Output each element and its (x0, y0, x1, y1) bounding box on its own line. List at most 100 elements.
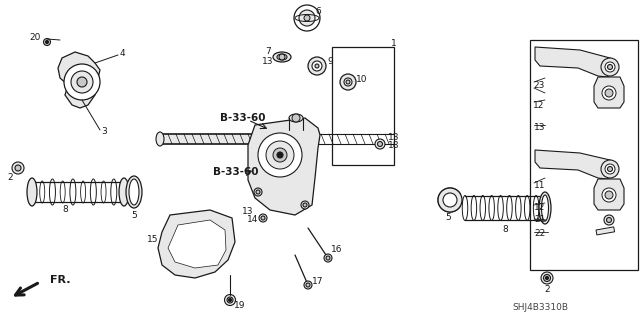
Circle shape (602, 86, 616, 100)
Text: FR.: FR. (50, 275, 70, 285)
Circle shape (294, 5, 320, 31)
Circle shape (607, 64, 612, 70)
Text: 14: 14 (246, 216, 258, 225)
Circle shape (12, 162, 24, 174)
Bar (332, 47, 394, 165)
Bar (530, 40, 638, 270)
Circle shape (292, 114, 300, 122)
Circle shape (541, 272, 553, 284)
Text: 2: 2 (544, 286, 550, 294)
Text: 16: 16 (332, 246, 343, 255)
Circle shape (259, 214, 267, 222)
Ellipse shape (273, 52, 291, 62)
Text: 21: 21 (534, 216, 545, 225)
Polygon shape (594, 179, 624, 210)
Polygon shape (594, 77, 624, 108)
Text: B-33-60: B-33-60 (213, 167, 259, 177)
Circle shape (605, 164, 615, 174)
Circle shape (601, 58, 619, 76)
Circle shape (605, 191, 613, 199)
Circle shape (438, 188, 462, 212)
Text: 12: 12 (534, 203, 545, 211)
Circle shape (601, 160, 619, 178)
Text: 20: 20 (29, 33, 41, 42)
Text: 10: 10 (356, 75, 368, 84)
Circle shape (277, 152, 283, 158)
Ellipse shape (539, 192, 551, 224)
Text: 19: 19 (234, 300, 246, 309)
Circle shape (227, 297, 233, 303)
Text: 13: 13 (534, 122, 545, 131)
Text: 23: 23 (533, 80, 545, 90)
Ellipse shape (277, 54, 287, 60)
Polygon shape (168, 220, 226, 268)
Circle shape (605, 62, 615, 72)
Circle shape (605, 89, 613, 97)
Text: B-33-60: B-33-60 (220, 113, 266, 123)
Text: 15: 15 (147, 235, 158, 244)
Circle shape (64, 64, 100, 100)
Text: 13: 13 (262, 56, 274, 65)
Ellipse shape (129, 179, 139, 205)
Circle shape (346, 80, 350, 84)
Circle shape (378, 142, 383, 146)
Text: 8: 8 (502, 226, 508, 234)
Circle shape (228, 299, 232, 301)
Circle shape (308, 57, 326, 75)
Polygon shape (248, 118, 320, 215)
Text: 12: 12 (533, 100, 545, 109)
Circle shape (344, 78, 352, 86)
Circle shape (266, 141, 294, 169)
Circle shape (301, 201, 309, 209)
Circle shape (299, 10, 315, 26)
Circle shape (324, 254, 332, 262)
Text: 3: 3 (101, 128, 107, 137)
Circle shape (607, 218, 611, 222)
Text: 5: 5 (445, 213, 451, 222)
Text: 18: 18 (388, 142, 400, 151)
Circle shape (604, 215, 614, 225)
Circle shape (45, 41, 49, 43)
Circle shape (256, 190, 260, 194)
Polygon shape (535, 47, 618, 77)
Bar (295, 134, 394, 144)
Circle shape (326, 256, 330, 260)
Circle shape (15, 165, 21, 171)
Circle shape (340, 74, 356, 90)
Circle shape (44, 39, 51, 46)
Text: 13: 13 (388, 132, 400, 142)
Circle shape (443, 193, 457, 207)
Circle shape (607, 167, 612, 172)
Circle shape (254, 188, 262, 196)
Circle shape (71, 71, 93, 93)
Circle shape (312, 61, 322, 71)
Ellipse shape (541, 195, 548, 221)
Circle shape (306, 283, 310, 287)
Circle shape (225, 294, 236, 306)
Ellipse shape (27, 178, 37, 206)
Bar (596, 227, 614, 235)
Circle shape (543, 275, 550, 281)
Text: 11: 11 (534, 181, 545, 189)
Circle shape (279, 54, 285, 60)
Circle shape (303, 203, 307, 207)
Text: 7: 7 (265, 48, 271, 56)
Text: 1: 1 (391, 39, 397, 48)
Circle shape (545, 277, 548, 279)
Circle shape (261, 216, 265, 220)
Ellipse shape (289, 114, 303, 122)
Text: 8: 8 (62, 205, 68, 214)
Text: 9: 9 (327, 56, 333, 65)
Circle shape (258, 133, 302, 177)
Text: 2: 2 (8, 173, 13, 182)
Text: 13: 13 (241, 207, 253, 217)
Polygon shape (158, 210, 235, 278)
Ellipse shape (156, 132, 164, 146)
Ellipse shape (119, 178, 129, 206)
Polygon shape (535, 150, 618, 179)
Circle shape (602, 188, 616, 202)
Text: 4: 4 (119, 49, 125, 58)
Text: 22: 22 (534, 229, 545, 239)
Text: 6: 6 (315, 8, 321, 17)
Text: SHJ4B3310B: SHJ4B3310B (512, 303, 568, 313)
